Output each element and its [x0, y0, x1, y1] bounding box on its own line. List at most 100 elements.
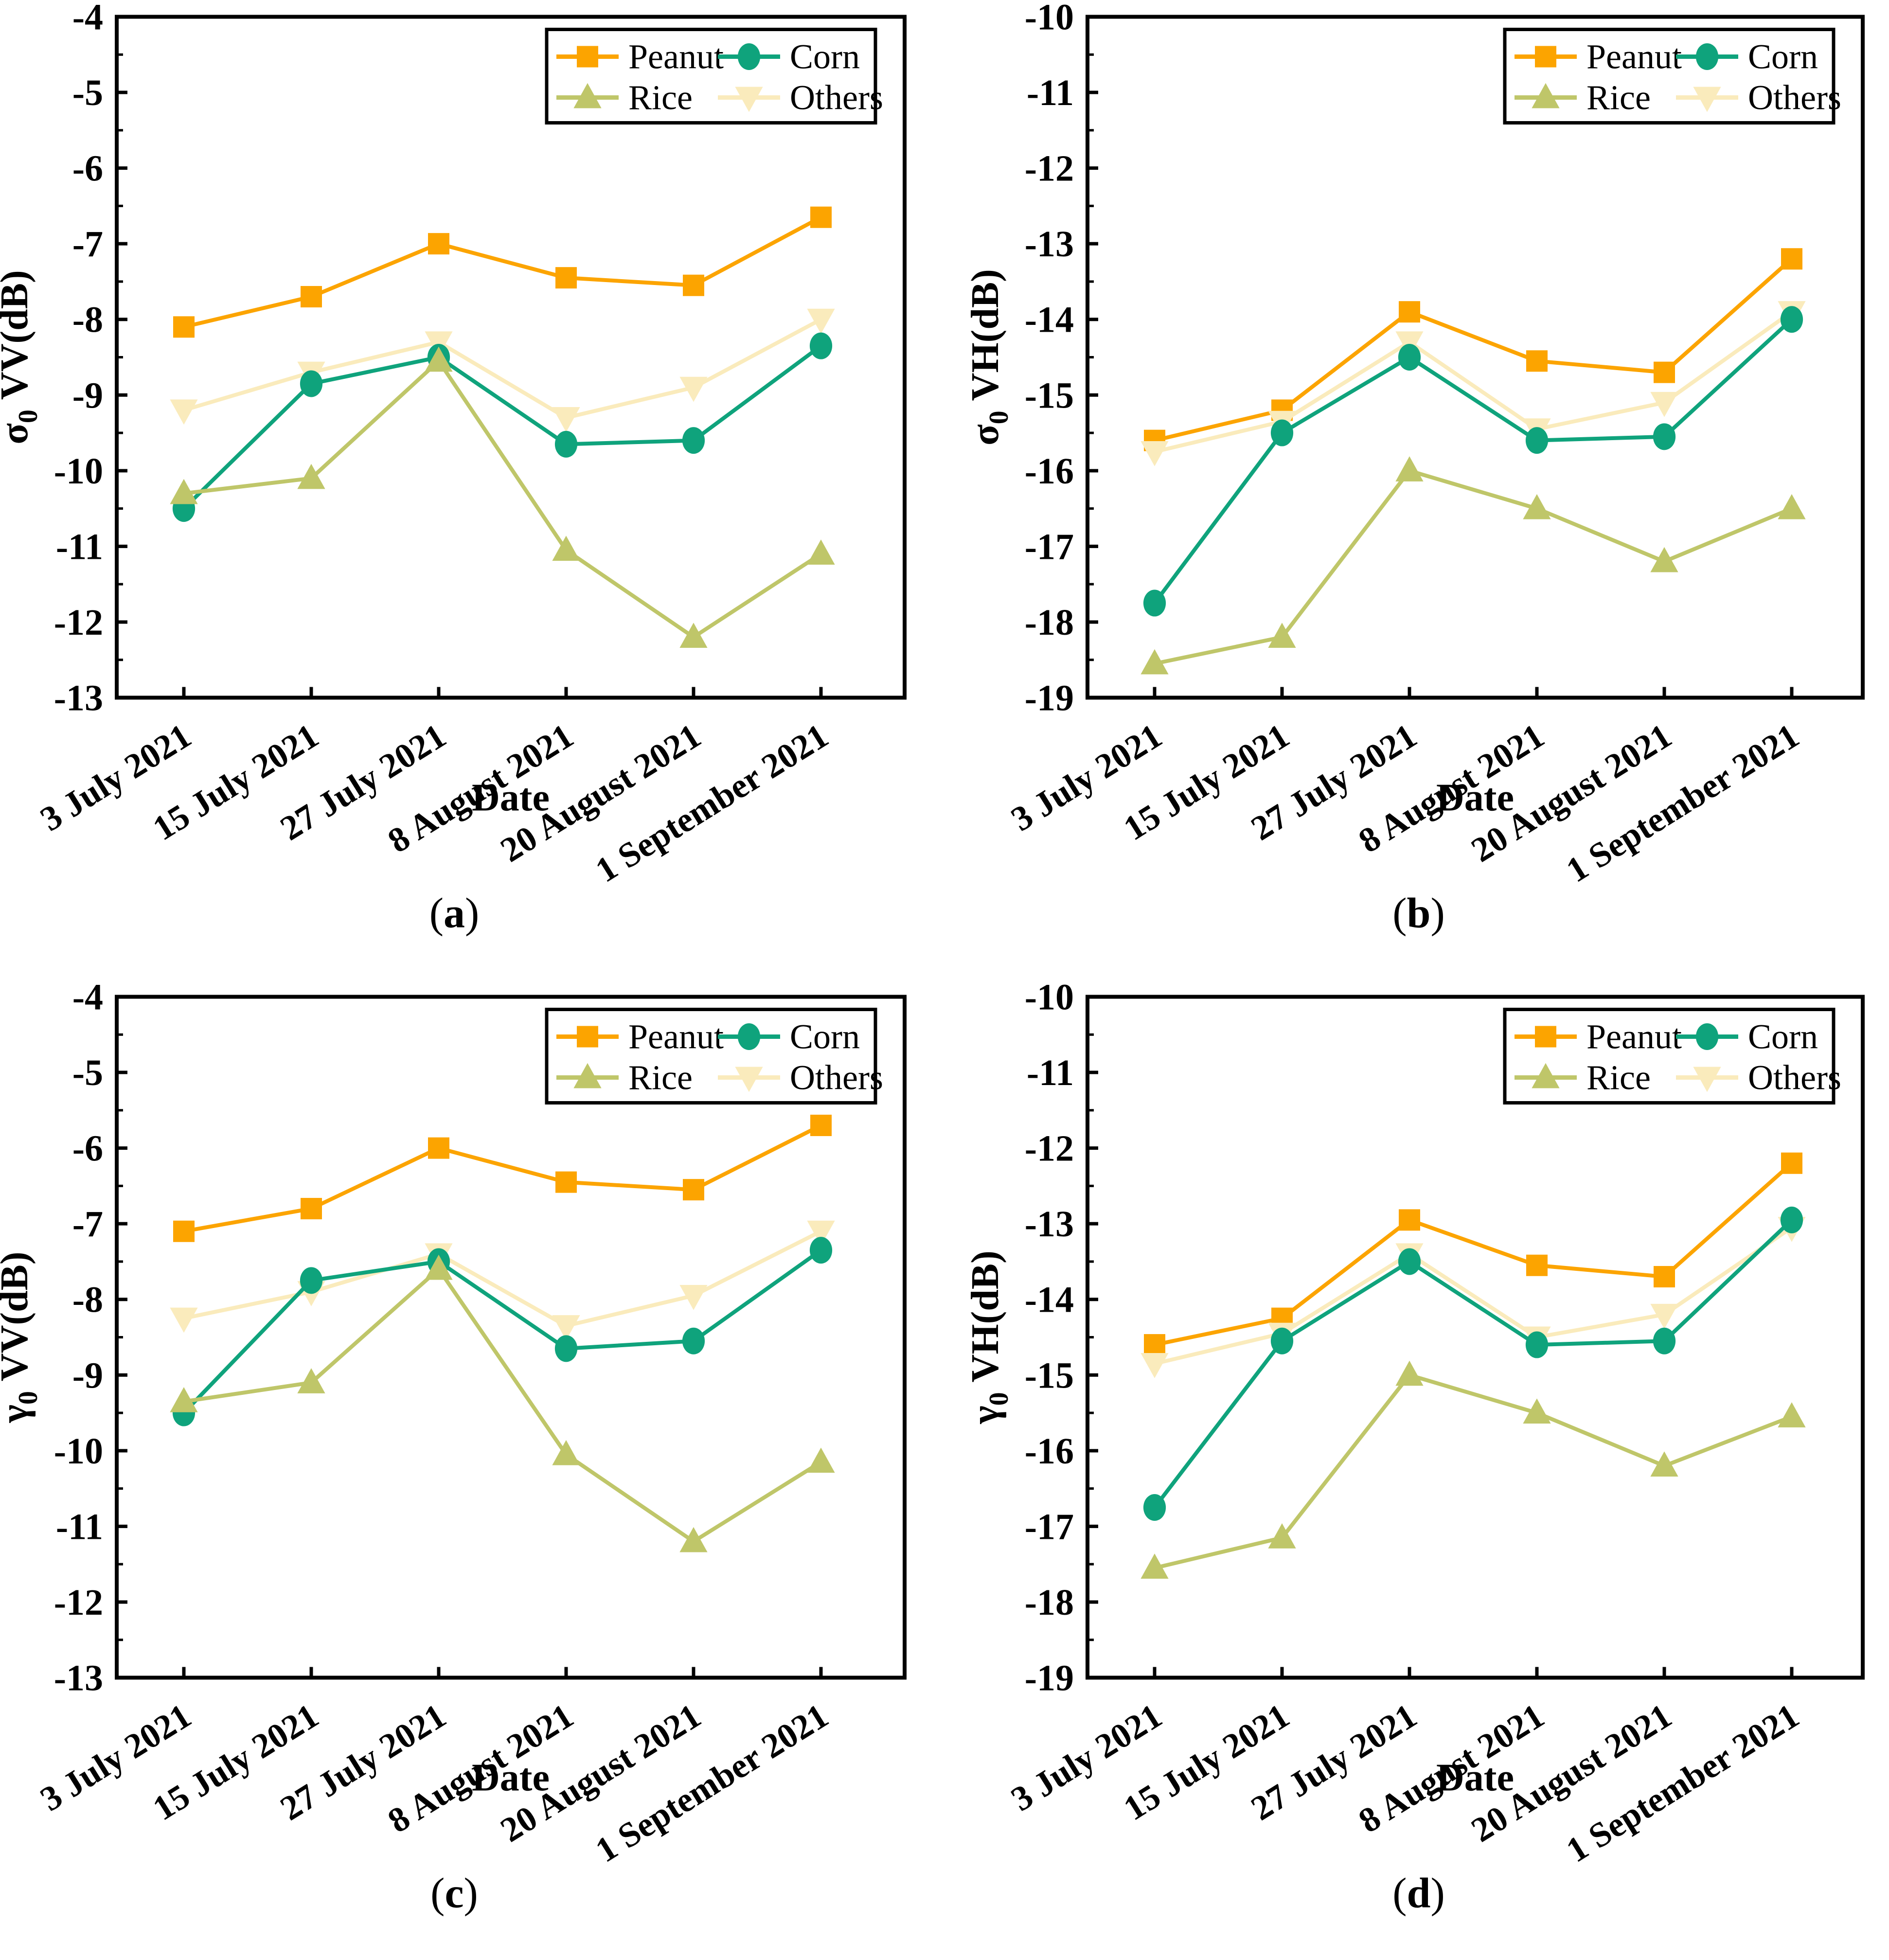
legend-label: Corn	[1748, 1017, 1818, 1056]
marker-peanut	[1144, 1334, 1165, 1356]
series-corn	[172, 332, 833, 522]
x-axis-title: Date	[472, 1757, 550, 1800]
marker-peanut	[810, 206, 832, 228]
legend-marker-triangle-down	[1693, 1067, 1721, 1092]
y-tick-label: -6	[72, 148, 103, 189]
legend-marker-circle	[1695, 43, 1719, 70]
series-line-rice	[183, 359, 822, 640]
marker-rice	[679, 1527, 708, 1552]
legend-marker-square	[577, 1026, 598, 1048]
legend-item-rice: Rice	[1515, 78, 1651, 117]
y-tick-label: -17	[1025, 1506, 1074, 1547]
y-tick-label: -9	[72, 375, 103, 416]
marker-peanut	[428, 233, 449, 255]
legend: Peanut Corn Rice Others	[1503, 28, 1841, 125]
legend-item-peanut: Peanut	[1515, 37, 1682, 76]
marker-rice	[1778, 494, 1806, 519]
marker-rice	[1523, 494, 1551, 519]
y-tick-label: -16	[1025, 451, 1074, 492]
marker-corn	[1270, 419, 1294, 446]
legend-label: Rice	[628, 1058, 693, 1097]
marker-peanut	[173, 1220, 195, 1242]
legend-label: Peanut	[1586, 1017, 1682, 1056]
legend-item-peanut: Peanut	[556, 1017, 724, 1056]
legend-label: Others	[1748, 1058, 1841, 1097]
marker-others	[170, 399, 198, 425]
marker-others	[679, 1284, 708, 1310]
y-tick-label: -5	[72, 1052, 103, 1093]
series-peanut	[173, 1114, 832, 1242]
series-line-peanut	[183, 215, 822, 329]
legend-label: Others	[1748, 78, 1841, 117]
y-tick-label: -12	[54, 602, 103, 643]
y-tick-label: -19	[1025, 1658, 1074, 1699]
marker-peanut	[1781, 1152, 1802, 1174]
series-line-peanut	[1154, 1161, 1793, 1347]
panel-d: -10 -11 -12 -13 -14 -15 -16 -17 -18 -19 γ0 VH(dB) 3…	[944, 980, 1889, 1960]
marker-corn	[809, 1237, 833, 1264]
marker-peanut	[1526, 350, 1548, 372]
marker-rice	[1395, 456, 1424, 481]
panel-c: -4 -5 -6 -7 -8 -9 -10 -11 -12 -13 γ0 VV(dB) 3 July …	[0, 980, 944, 1960]
legend-item-rice: Rice	[556, 1058, 693, 1097]
marker-rice	[1395, 1360, 1424, 1386]
series-peanut	[1144, 248, 1802, 451]
y-tick-label: -19	[1025, 678, 1074, 719]
legend-box	[545, 28, 877, 125]
series-line-others	[1154, 310, 1793, 454]
series-line-corn	[182, 1248, 822, 1414]
marker-rice	[1650, 1451, 1678, 1477]
marker-corn	[1398, 344, 1421, 371]
marker-peanut	[555, 267, 577, 289]
series-line-corn	[182, 344, 822, 510]
marker-others	[807, 308, 835, 334]
marker-corn	[1780, 306, 1803, 333]
legend-label: Rice	[1586, 78, 1651, 117]
marker-rice	[807, 1447, 835, 1473]
marker-corn	[300, 1267, 323, 1294]
y-tick-label: -12	[1025, 148, 1074, 189]
y-tick-label: -14	[1025, 300, 1074, 340]
legend-marker-circle	[737, 1023, 761, 1050]
series-line-peanut	[183, 1123, 822, 1233]
legend-item-others: Others	[718, 1058, 883, 1097]
marker-corn	[300, 370, 323, 397]
panel-caption: (b)	[1392, 890, 1445, 937]
marker-rice	[807, 539, 835, 565]
x-tick-label: 1 September 2021	[1560, 1696, 1806, 1870]
marker-peanut	[1526, 1254, 1548, 1276]
marker-rice	[1523, 1398, 1551, 1424]
legend-marker-triangle-up	[573, 1063, 602, 1088]
x-tick-label: 1 September 2021	[589, 1696, 835, 1870]
marker-rice	[297, 463, 325, 489]
y-tick-label: -18	[1025, 1582, 1074, 1623]
y-axis: -10 -11 -12 -13 -14 -15 -16 -17 -18 -19 σ0 VH(dB)	[964, 0, 1098, 719]
y-axis: -4 -5 -6 -7 -8 -9 -10 -11 -12 -13 γ0 VV(dB)	[0, 980, 127, 1699]
legend-item-others: Others	[1676, 1058, 1841, 1097]
x-axis-title: Date	[472, 777, 550, 820]
series-corn	[1143, 1206, 1803, 1521]
chart-gamma0-vh: -10 -11 -12 -13 -14 -15 -16 -17 -18 -19 γ0 VH(dB) 3…	[964, 980, 1865, 1917]
y-tick-label: -13	[54, 1658, 103, 1699]
legend: Peanut Corn Rice Others	[545, 28, 883, 125]
y-tick-label: -7	[72, 224, 103, 265]
legend-label: Others	[790, 78, 883, 117]
legend-item-others: Others	[718, 78, 883, 117]
marker-corn	[1398, 1248, 1421, 1275]
legend-item-others: Others	[1676, 78, 1841, 117]
marker-others	[1650, 1303, 1678, 1329]
legend-label: Rice	[628, 78, 693, 117]
legend-box	[1503, 1008, 1836, 1105]
y-tick-label: -10	[54, 1431, 103, 1472]
legend-label: Corn	[1748, 37, 1818, 76]
marker-others	[1650, 392, 1678, 417]
marker-corn	[1143, 589, 1166, 617]
legend-marker-square	[1535, 1026, 1556, 1048]
legend-box	[545, 1008, 877, 1105]
series-line-others	[183, 1229, 822, 1328]
y-tick-label: -9	[72, 1355, 103, 1396]
legend-marker-triangle-down	[1693, 87, 1721, 112]
marker-corn	[1653, 1327, 1676, 1354]
legend-item-corn: Corn	[718, 1017, 860, 1056]
